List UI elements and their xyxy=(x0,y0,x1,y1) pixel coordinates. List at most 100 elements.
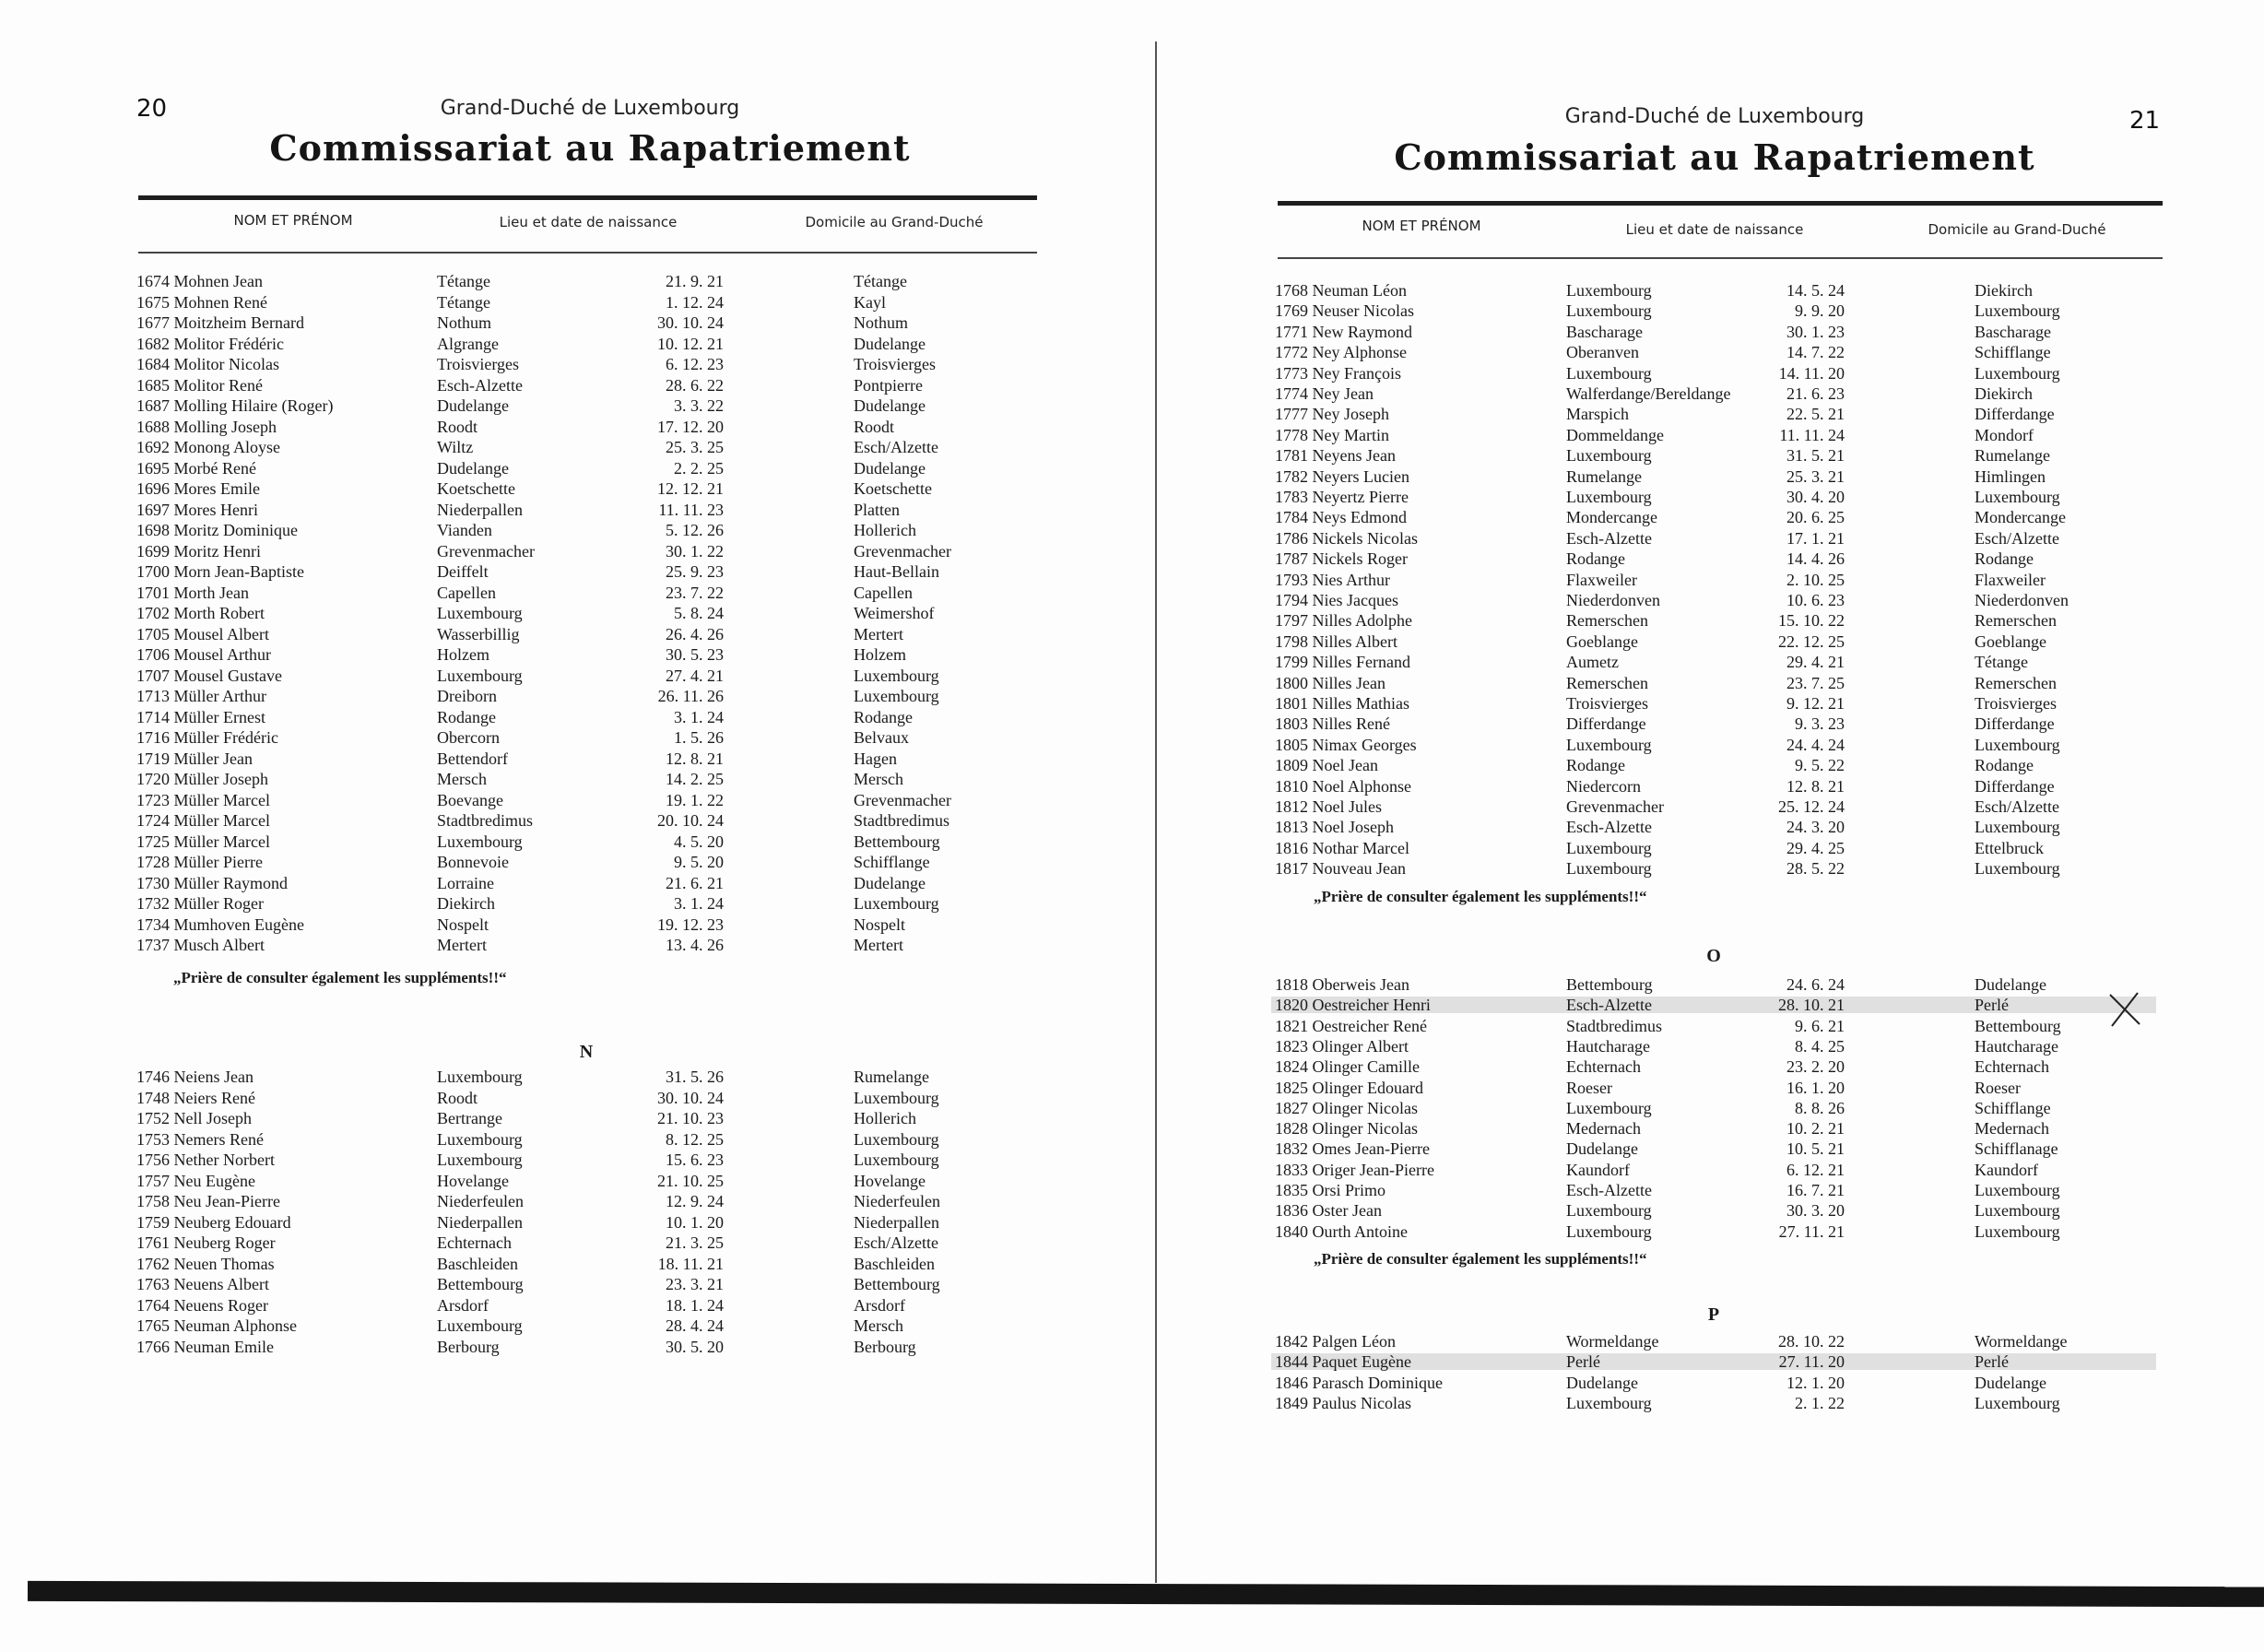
birth-date: 24. 3. 20 xyxy=(1786,818,1845,837)
person-name: 1833 Origer Jean-Pierre xyxy=(1275,1160,1434,1179)
person-name: 1764 Neuens Roger xyxy=(136,1295,268,1315)
column-header-name: NOM ET PRÉNOM xyxy=(1362,218,1481,234)
domicile: Niederfeulen xyxy=(854,1192,940,1210)
table-row: 1809 Noel Jean Rodange 9. 5. 22 Rodange xyxy=(0,755,2264,775)
domicile: Luxembourg xyxy=(1975,363,2060,383)
birth-date: 3. 3. 22 xyxy=(674,396,724,415)
table-row: 1823 Olinger Albert Hautcharage 8. 4. 25 Ha… xyxy=(0,1036,2264,1056)
person-name: 1801 Nilles Mathias xyxy=(1275,694,1409,713)
person-name: 1836 Oster Jean xyxy=(1275,1201,1382,1221)
birth-date: 30. 1. 23 xyxy=(1786,322,1845,341)
birth-date: 21. 9. 21 xyxy=(666,272,724,290)
person-name: 1817 Nouveau Jean xyxy=(1275,859,1406,879)
domicile: Niederdonven xyxy=(1975,591,2069,609)
person-name: 1714 Müller Ernest xyxy=(136,707,265,726)
table-row: 1687 Molling Hilaire (Roger) Dudelange 3. … xyxy=(0,395,2264,416)
domicile: Luxembourg xyxy=(1975,1201,2060,1221)
birth-place: Mertert xyxy=(437,936,487,954)
domicile: Rumelange xyxy=(854,1068,929,1086)
domicile: Echternach xyxy=(1975,1057,2049,1077)
domicile: Dudelange xyxy=(1975,975,2046,994)
domicile: Hollerich xyxy=(854,1109,916,1127)
birth-date: 18. 11. 21 xyxy=(657,1254,724,1273)
birth-date: 29. 4. 25 xyxy=(1786,838,1845,857)
table-row: 1836 Oster Jean Luxembourg 30. 3. 20 Luxemb… xyxy=(0,1200,2264,1221)
birth-date: 4. 5. 20 xyxy=(674,832,724,851)
table-row: 1684 Molitor Nicolas Troisvierges 6. 12. 2… xyxy=(0,354,2264,374)
person-name: 1846 Parasch Dominique xyxy=(1275,1373,1443,1392)
birth-place: Troisvierges xyxy=(437,355,520,373)
person-name: 1759 Neuberg Edouard xyxy=(136,1212,291,1232)
table-row: 1720 Müller Joseph Mersch 14. 2. 25 Mersch xyxy=(0,769,2264,789)
table-row: 1716 Müller Frédéric Obercorn 1. 5. 26 Belv… xyxy=(0,727,2264,748)
page-subtitle-left: Grand-Duché de Luxembourg xyxy=(440,97,740,120)
domicile: Luxembourg xyxy=(854,894,939,913)
birth-place: Marspich xyxy=(1566,405,1629,424)
domicile: Rodange xyxy=(1975,549,2034,569)
birth-place: Stadtbredimus xyxy=(437,811,533,830)
table-row: 1810 Noel Alphonse Niedercorn 12. 8. 21 Dif… xyxy=(0,776,2264,796)
domicile: Platten xyxy=(854,500,900,519)
birth-date: 21. 6. 21 xyxy=(666,873,724,892)
birth-date: 9. 3. 23 xyxy=(1795,714,1845,734)
person-name: 1696 Mores Emile xyxy=(136,479,260,498)
domicile: Schifflange xyxy=(1975,1098,2051,1117)
table-row: 1773 Ney François Luxembourg 14. 11. 20 Lux… xyxy=(0,363,2264,384)
person-name: 1765 Neuman Alphonse xyxy=(136,1316,297,1335)
column-header-birth: Lieu et date de naissance xyxy=(499,214,678,230)
table-row: 1737 Musch Albert Mertert 13. 4. 26 Mertert xyxy=(0,935,2264,955)
table-row: 1725 Müller Marcel Luxembourg 4. 5. 20 Bett… xyxy=(0,832,2264,852)
table-row: 1828 Olinger Nicolas Medernach 10. 2. 21 Me… xyxy=(0,1118,2264,1139)
birth-date: 2. 1. 22 xyxy=(1795,1394,1845,1413)
birth-place: Mondercange xyxy=(1566,508,1657,527)
birth-date: 11. 11. 24 xyxy=(1779,425,1845,444)
table-row: 1782 Neyers Lucien Rumelange 25. 3. 21 Himl… xyxy=(0,466,2264,487)
birth-place: Bertrange xyxy=(437,1109,502,1127)
header-rule xyxy=(138,195,1037,200)
domicile: Esch/Alzette xyxy=(1975,797,2059,816)
birth-place: Luxembourg xyxy=(1566,363,1652,383)
person-name: 1832 Omes Jean-Pierre xyxy=(1275,1139,1430,1159)
table-row: 1771 New Raymond Bascharage 30. 1. 23 Basch… xyxy=(0,322,2264,342)
table-row: 1699 Moritz Henri Grevenmacher 30. 1. 22 Gr… xyxy=(0,541,2264,561)
birth-place: Rumelange xyxy=(1566,466,1642,486)
domicile: Rodange xyxy=(854,707,913,726)
table-row: 1696 Mores Emile Koetschette 12. 12. 21 Koe… xyxy=(0,478,2264,499)
table-row: 1813 Noel Joseph Esch-Alzette 24. 3. 20 Lux… xyxy=(0,817,2264,837)
person-name: 1725 Müller Marcel xyxy=(136,832,270,851)
person-name: 1813 Noel Joseph xyxy=(1275,818,1394,837)
table-row: 1812 Noel Jules Grevenmacher 25. 12. 24 Esc… xyxy=(0,796,2264,817)
table-row: 1786 Nickels Nicolas Esch-Alzette 17. 1. 2… xyxy=(0,528,2264,549)
domicile: Luxembourg xyxy=(1975,818,2060,837)
person-name: 1773 Ney François xyxy=(1275,363,1401,383)
section-letter: P xyxy=(1707,1304,1720,1325)
birth-date: 20. 10. 24 xyxy=(657,811,724,830)
birth-place: Bettendorf xyxy=(437,749,508,768)
person-name: 1816 Nothar Marcel xyxy=(1275,838,1409,857)
birth-date: 10. 1. 20 xyxy=(666,1212,724,1232)
birth-place: Dommeldange xyxy=(1566,425,1664,444)
page-fold xyxy=(1155,41,1157,1583)
domicile: Goeblange xyxy=(1975,631,2046,651)
birth-place: Luxembourg xyxy=(1566,859,1652,879)
scan-edge-band xyxy=(27,1580,2264,1608)
person-name: 1840 Ourth Antoine xyxy=(1275,1221,1408,1241)
birth-place: Luxembourg xyxy=(1566,1221,1652,1241)
domicile: Grevenmacher xyxy=(854,541,951,560)
table-row: 1719 Müller Jean Bettendorf 12. 8. 21 Hagen xyxy=(0,749,2264,769)
domicile: Himlingen xyxy=(1975,466,2046,486)
birth-place: Troisvierges xyxy=(1566,694,1649,713)
birth-place: Algrange xyxy=(437,334,499,353)
birth-date: 6. 12. 21 xyxy=(1786,1160,1845,1179)
person-name: 1794 Nies Jacques xyxy=(1275,591,1398,609)
birth-date: 6. 12. 23 xyxy=(666,355,724,373)
birth-place: Luxembourg xyxy=(1566,735,1652,754)
person-name: 1705 Mousel Albert xyxy=(136,624,269,643)
domicile: Bettembourg xyxy=(854,1275,940,1293)
table-row: 1713 Müller Arthur Dreiborn 26. 11. 26 Luxe… xyxy=(0,686,2264,706)
domicile: Luxembourg xyxy=(1975,1221,2060,1241)
birth-place: Berbourg xyxy=(437,1337,500,1356)
birth-place: Wasserbillig xyxy=(437,624,520,643)
birth-place: Remerschen xyxy=(1566,673,1648,692)
birth-place: Rodange xyxy=(1566,756,1625,775)
